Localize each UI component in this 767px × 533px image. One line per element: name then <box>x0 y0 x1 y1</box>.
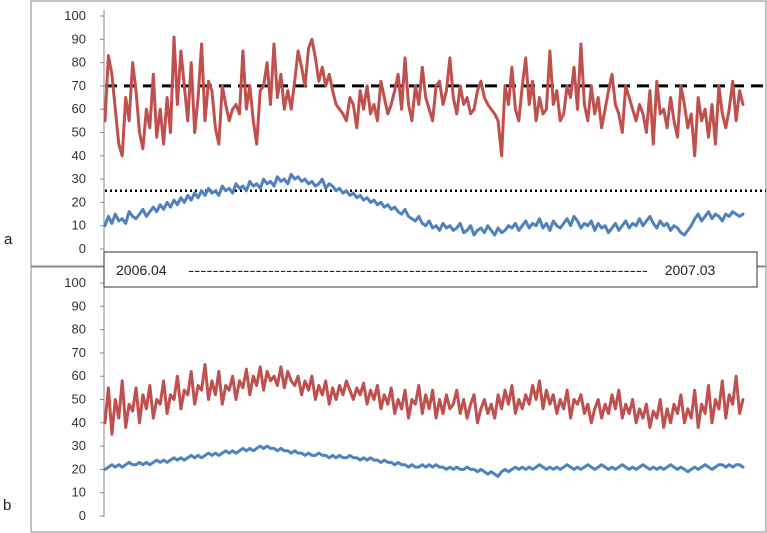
panel-b-y-tick-label: 50 <box>72 392 86 407</box>
date-range-box <box>103 251 758 288</box>
panel-a-y-tick-label: 90 <box>72 31 86 46</box>
panel-b-y-tick-label: 90 <box>72 298 86 313</box>
panel-a-y-tick-label: 70 <box>72 78 86 93</box>
panel-b-y-tick-label: 70 <box>72 345 86 360</box>
panel-a-series-line-red <box>103 35 745 158</box>
panel-b-y-tick-label: 60 <box>72 368 86 383</box>
panel-a-y-tick-label: 100 <box>64 8 86 23</box>
panel-a-y-tick-label: 80 <box>72 55 86 70</box>
panel-a-series-line-blue <box>103 172 745 237</box>
panel-a-y-tick-label: 20 <box>72 194 86 209</box>
date-range-dashes: ----------------------------------------… <box>188 262 648 278</box>
panel-b-y-tick-label: 80 <box>72 322 86 337</box>
panel-a-y-tick-label: 60 <box>72 101 86 116</box>
panel-b-label: b <box>3 497 11 514</box>
panel-b-series <box>103 363 745 478</box>
panel-b-y-tick-label: 20 <box>72 461 86 476</box>
panel-a-y-tick-label: 40 <box>72 148 86 163</box>
panel-a-y-tick-label: 0 <box>79 241 86 256</box>
panel-b-y-tick-label: 100 <box>64 275 86 290</box>
panel-a-y-ticks: 0 10 20 30 40 50 60 70 80 90 100 <box>64 8 104 256</box>
panel-b-series-line-red <box>103 363 745 436</box>
date-range-start: 2006.04 <box>116 262 167 278</box>
panel-a-series <box>103 35 745 237</box>
panel-b-y-tick-label: 0 <box>79 508 86 523</box>
date-range-end: 2007.03 <box>665 262 716 278</box>
panel-a-y-tick-label: 10 <box>72 218 86 233</box>
panel-a-label: a <box>4 231 13 248</box>
panel-b-y-tick-label: 10 <box>72 485 86 500</box>
panel-b-y-tick-label: 30 <box>72 438 86 453</box>
panel-b-y-ticks: 0 10 20 30 40 50 60 70 80 90 100 <box>64 275 104 523</box>
panel-a-y-tick-label: 50 <box>72 125 86 140</box>
panel-b-series-line-blue <box>103 444 745 478</box>
panel-a-y-tick-label: 30 <box>72 171 86 186</box>
panel-b-y-tick-label: 40 <box>72 415 86 430</box>
